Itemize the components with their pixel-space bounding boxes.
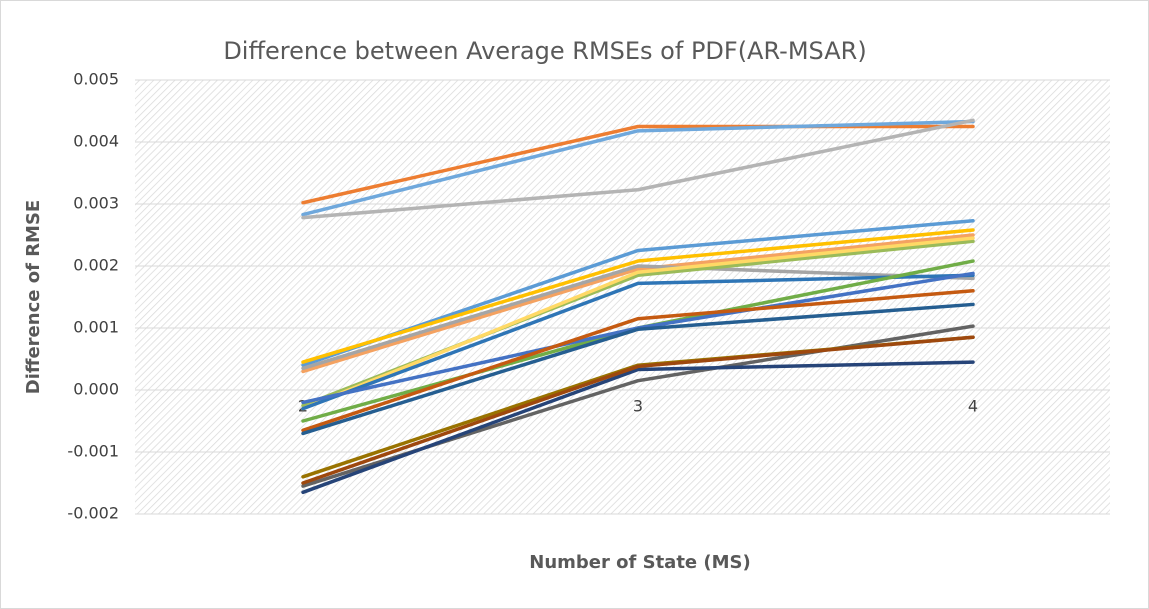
- chart-title: Difference between Average RMSEs of PDF(…: [223, 37, 866, 65]
- series-line: [301, 264, 975, 371]
- y-tick-label: 0.001: [73, 318, 119, 337]
- y-tick-label: 0.000: [73, 380, 119, 399]
- series-line: [301, 273, 975, 411]
- y-tick-label: 0.003: [73, 194, 119, 213]
- series-line: [301, 124, 975, 205]
- series-line: [301, 236, 975, 411]
- series-line: [301, 228, 975, 364]
- y-tick-label: 0.002: [73, 256, 119, 275]
- y-tick-label: -0.002: [67, 504, 119, 523]
- y-axis-label: Difference of RMSE: [23, 200, 44, 394]
- x-axis-label: Number of State (MS): [529, 552, 750, 573]
- series-line: [301, 289, 975, 433]
- x-tick-label: 3: [633, 397, 643, 416]
- x-tick-label: 4: [968, 397, 978, 416]
- y-tick-label: 0.005: [73, 70, 119, 89]
- plot-area: [135, 80, 1110, 514]
- series-line: [301, 335, 975, 485]
- series-line: [301, 118, 975, 220]
- y-tick-label: -0.001: [67, 442, 119, 461]
- series-line: [301, 233, 975, 374]
- y-tick-label: 0.004: [73, 132, 119, 151]
- series-line: [301, 360, 975, 495]
- series-line: [301, 302, 975, 436]
- series-line: [301, 119, 975, 217]
